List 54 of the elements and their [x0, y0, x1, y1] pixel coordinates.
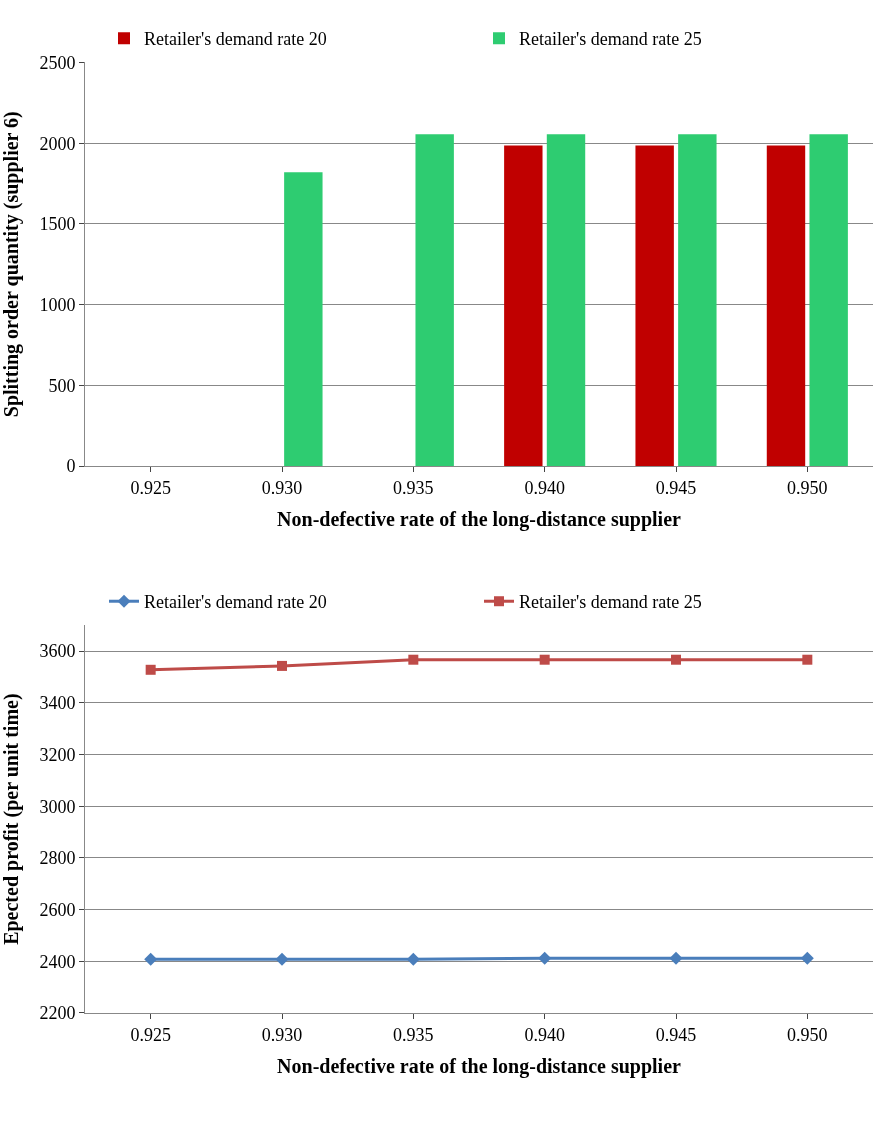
legend-label: Retailer's demand rate 25 [519, 29, 702, 50]
legend-label: Retailer's demand rate 20 [144, 592, 327, 613]
point [408, 654, 419, 665]
point [671, 654, 681, 665]
x-tick-label: 0.930 [261, 1024, 303, 1045]
bar [415, 134, 454, 467]
bar [678, 134, 717, 467]
y-tick-label: 3000 [39, 796, 76, 817]
y-tick-label: 0 [66, 456, 76, 477]
y-tick-label: 2400 [39, 951, 76, 972]
point [144, 952, 158, 966]
y-tick-label: 2000 [39, 133, 76, 154]
x-tick-label: 0.940 [524, 1024, 565, 1045]
x-tick-label: 0.950 [787, 477, 828, 498]
point [275, 952, 289, 966]
y-axis-title: Splitting order quantity (supplier 6) [0, 111, 23, 418]
y-tick-label: 3600 [39, 641, 76, 662]
x-tick-label: 0.935 [393, 1024, 434, 1045]
x-tick-label: 0.935 [393, 477, 434, 498]
y-tick-label: 2800 [39, 848, 76, 869]
point [800, 951, 814, 965]
y-tick-label: 1500 [39, 214, 76, 235]
x-axis-title: Non-defective rate of the long-distance supplier [277, 508, 682, 532]
bar [284, 172, 323, 467]
x-tick-label: 0.925 [130, 1024, 171, 1045]
legend-label: Retailer's demand rate 25 [519, 592, 702, 613]
x-tick-label: 0.950 [787, 1024, 828, 1045]
point [145, 664, 156, 675]
y-tick-label: 2200 [39, 1003, 76, 1024]
bar [504, 145, 543, 467]
point [539, 654, 550, 665]
point [277, 660, 287, 671]
point [538, 951, 552, 965]
y-tick-label: 500 [48, 375, 76, 396]
bar [809, 134, 848, 467]
bar [766, 145, 806, 467]
x-axis-title: Non-defective rate of the long-distance supplier [277, 1055, 682, 1079]
point [669, 951, 683, 965]
point [406, 952, 420, 966]
bar [635, 145, 674, 467]
y-axis-title: Epected profit (per unit time) [0, 693, 23, 945]
x-tick-label: 0.925 [130, 477, 171, 498]
x-tick-label: 0.930 [261, 477, 303, 498]
y-tick-label: 3400 [39, 693, 76, 714]
bar [546, 134, 586, 467]
point [802, 654, 813, 665]
y-tick-label: 3200 [39, 744, 76, 765]
x-tick-label: 0.940 [524, 477, 565, 498]
x-tick-label: 0.945 [655, 1024, 697, 1045]
y-tick-label: 2600 [39, 899, 76, 920]
y-tick-label: 2500 [39, 52, 76, 73]
x-tick-label: 0.945 [655, 477, 697, 498]
y-tick-label: 1000 [39, 294, 76, 315]
legend-label: Retailer's demand rate 20 [144, 29, 327, 50]
